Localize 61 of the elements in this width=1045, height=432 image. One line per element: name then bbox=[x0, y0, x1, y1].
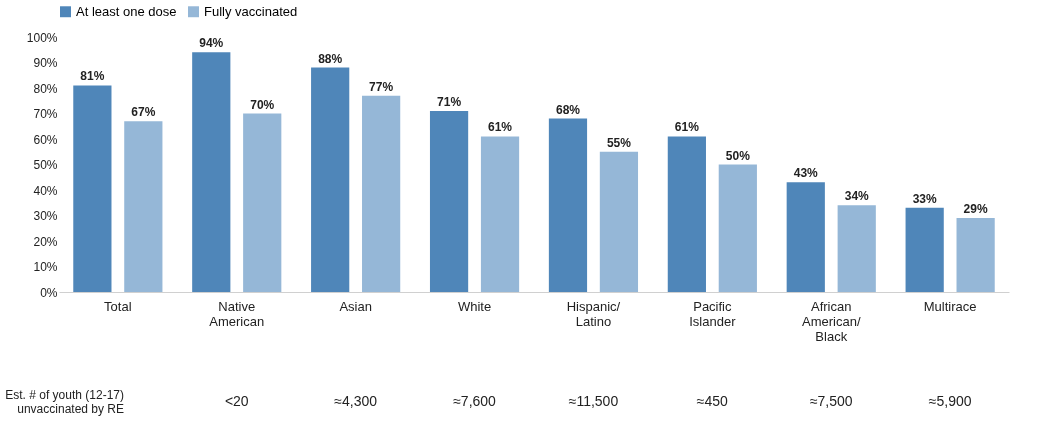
data-label: 70% bbox=[250, 97, 275, 112]
bar bbox=[905, 207, 944, 292]
data-label: 61% bbox=[674, 120, 700, 135]
y-tick-label: 20% bbox=[33, 234, 58, 249]
x-tick-label: Total bbox=[104, 298, 132, 314]
text: Est. # of youth (12-17) unvaccinated by RE bbox=[5, 388, 124, 416]
bar bbox=[599, 151, 639, 292]
bar bbox=[718, 164, 757, 292]
data-label: 55% bbox=[606, 135, 632, 150]
bar bbox=[243, 113, 282, 292]
data-label: 34% bbox=[844, 189, 870, 204]
y-tick-label: 10% bbox=[33, 260, 58, 274]
y-tick-label: 80% bbox=[33, 81, 58, 96]
x-tick-label: Pacific Islander bbox=[689, 298, 737, 329]
x-tick-label: Multirace bbox=[923, 298, 977, 314]
x-tick-label: Native American bbox=[209, 298, 265, 329]
bar bbox=[73, 85, 112, 292]
bar bbox=[480, 136, 520, 292]
bar bbox=[429, 110, 469, 292]
bar bbox=[837, 205, 876, 292]
y-tick-label: 0% bbox=[40, 285, 58, 300]
data-label: 33% bbox=[912, 191, 937, 206]
data-label: 71% bbox=[437, 94, 462, 109]
bar bbox=[124, 121, 163, 292]
legend-label: Fully vaccinated bbox=[204, 3, 298, 19]
data-label: 81% bbox=[80, 69, 105, 84]
x-tick-label: White bbox=[457, 298, 492, 314]
bar bbox=[786, 182, 825, 292]
data-label: 29% bbox=[963, 202, 988, 217]
text: ≈7,500 bbox=[809, 393, 853, 409]
x-tick-label: African American/ Black bbox=[801, 298, 861, 344]
bar bbox=[192, 52, 231, 292]
data-label: 77% bbox=[369, 79, 394, 94]
data-label: 61% bbox=[488, 120, 513, 135]
bar bbox=[956, 218, 995, 292]
text: ≈7,600 bbox=[453, 393, 497, 409]
text: ≈4,300 bbox=[334, 393, 378, 409]
y-tick-label: 70% bbox=[33, 107, 58, 121]
data-label: 68% bbox=[555, 102, 581, 117]
data-label: 50% bbox=[725, 148, 751, 163]
y-tick-label: 40% bbox=[33, 183, 58, 198]
data-label: 88% bbox=[318, 51, 343, 66]
y-tick-label: 50% bbox=[33, 158, 58, 172]
text: ≈11,500 bbox=[568, 393, 619, 409]
bar bbox=[362, 95, 401, 292]
y-tick-label: 30% bbox=[33, 209, 58, 223]
text: <20 bbox=[224, 393, 249, 409]
y-tick-label: 60% bbox=[33, 132, 58, 147]
legend-label: At least one dose bbox=[76, 3, 177, 19]
x-tick-label: Asian bbox=[339, 298, 372, 314]
bar bbox=[667, 136, 706, 292]
bar bbox=[311, 67, 350, 292]
bar bbox=[548, 118, 588, 292]
y-tick-label: 90% bbox=[33, 56, 58, 70]
data-label: 94% bbox=[199, 36, 224, 51]
data-label: 43% bbox=[793, 166, 819, 181]
data-label: 67% bbox=[131, 105, 156, 120]
text: ≈5,900 bbox=[928, 393, 972, 409]
text: ≈450 bbox=[696, 393, 729, 409]
y-tick-label: 100% bbox=[26, 30, 58, 45]
x-tick-label: Hispanic/ Latino bbox=[566, 298, 621, 329]
